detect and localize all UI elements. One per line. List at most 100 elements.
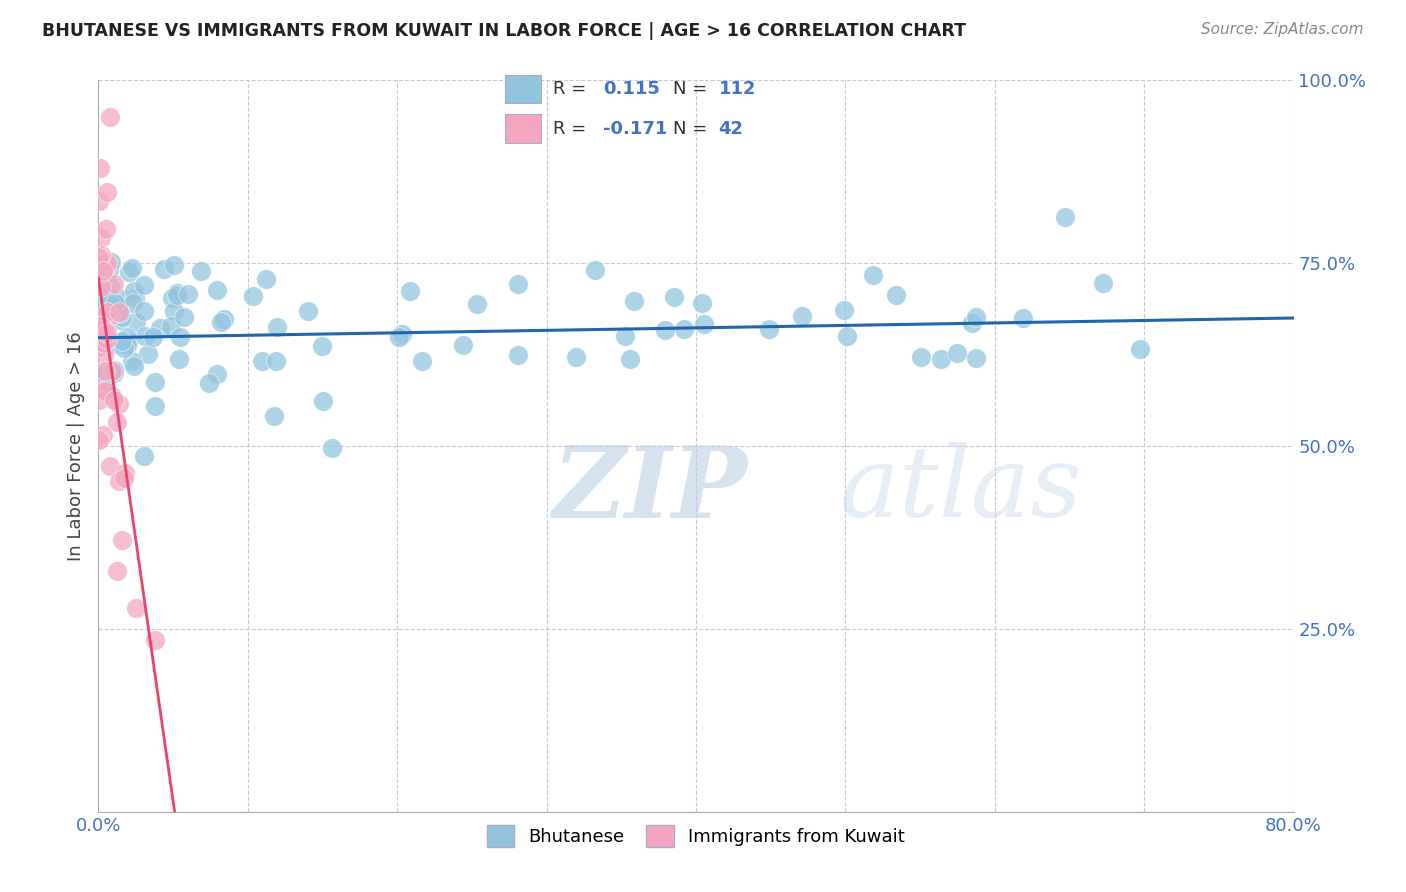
- Point: [965, 351, 987, 365]
- Point: [664, 290, 686, 304]
- Point: [117, 334, 139, 348]
- Point: [103, 362, 125, 376]
- Point: [163, 304, 186, 318]
- Point: [166, 288, 188, 302]
- Point: [98, 306, 121, 320]
- Point: [121, 354, 143, 368]
- Point: [89, 384, 111, 399]
- Text: ZIP: ZIP: [553, 442, 748, 538]
- Point: [98, 263, 121, 277]
- Point: [96, 332, 118, 346]
- Point: [105, 564, 128, 578]
- Text: atlas: atlas: [839, 442, 1083, 538]
- Point: [91, 368, 114, 383]
- Point: [177, 287, 200, 301]
- Point: [209, 315, 232, 329]
- Point: [1053, 210, 1076, 224]
- Point: [506, 348, 529, 362]
- Point: [93, 348, 115, 362]
- Point: [149, 320, 172, 334]
- Point: [94, 384, 117, 399]
- Point: [114, 467, 136, 481]
- Point: [254, 272, 277, 286]
- Point: [465, 297, 488, 311]
- Point: [117, 330, 139, 344]
- Point: [89, 161, 111, 176]
- Text: N =: N =: [673, 120, 707, 137]
- Point: [91, 367, 114, 381]
- Point: [100, 254, 122, 268]
- Point: [96, 285, 118, 299]
- Point: [90, 340, 112, 354]
- Point: [93, 428, 115, 442]
- Bar: [505, 75, 541, 103]
- Point: [91, 319, 114, 334]
- Point: [103, 367, 125, 381]
- Point: [792, 310, 814, 324]
- Point: [391, 326, 413, 341]
- Point: [138, 347, 160, 361]
- Text: 42: 42: [718, 120, 744, 137]
- Point: [97, 295, 120, 310]
- Bar: [505, 114, 541, 143]
- Point: [198, 376, 221, 391]
- Point: [89, 392, 111, 407]
- Point: [115, 337, 138, 351]
- Point: [388, 330, 411, 344]
- Point: [758, 322, 780, 336]
- Point: [125, 600, 148, 615]
- Point: [205, 283, 228, 297]
- Point: [89, 433, 111, 447]
- Point: [321, 441, 343, 455]
- Point: [98, 110, 121, 124]
- Point: [90, 230, 112, 244]
- Text: -0.171: -0.171: [603, 120, 668, 137]
- Point: [108, 475, 131, 489]
- Point: [90, 279, 112, 293]
- Point: [124, 291, 146, 305]
- Point: [453, 337, 475, 351]
- Point: [89, 194, 111, 208]
- Point: [143, 399, 166, 413]
- Point: [101, 389, 124, 403]
- Point: [112, 470, 135, 484]
- Point: [90, 248, 112, 262]
- Point: [398, 285, 420, 299]
- Point: [506, 277, 529, 291]
- Point: [89, 326, 111, 340]
- Point: [91, 333, 114, 347]
- Text: N =: N =: [673, 80, 707, 98]
- Text: R =: R =: [553, 80, 586, 98]
- Text: BHUTANESE VS IMMIGRANTS FROM KUWAIT IN LABOR FORCE | AGE > 16 CORRELATION CHART: BHUTANESE VS IMMIGRANTS FROM KUWAIT IN L…: [42, 22, 966, 40]
- Point: [91, 268, 114, 283]
- Point: [96, 305, 118, 319]
- Point: [835, 329, 858, 343]
- Point: [122, 296, 145, 310]
- Point: [89, 339, 111, 353]
- Point: [98, 303, 121, 318]
- Point: [94, 260, 117, 275]
- Point: [108, 397, 131, 411]
- Point: [565, 350, 588, 364]
- Point: [132, 449, 155, 463]
- Point: [100, 278, 122, 293]
- Point: [124, 284, 146, 298]
- Point: [690, 296, 713, 310]
- Point: [112, 341, 135, 355]
- Point: [93, 321, 115, 335]
- Point: [297, 303, 319, 318]
- Point: [97, 335, 120, 350]
- Point: [108, 313, 131, 327]
- Text: R =: R =: [553, 120, 586, 137]
- Point: [312, 394, 335, 409]
- Point: [105, 415, 128, 429]
- Point: [153, 261, 176, 276]
- Point: [862, 268, 884, 283]
- Point: [162, 258, 184, 272]
- Point: [89, 288, 111, 302]
- Point: [583, 263, 606, 277]
- Point: [89, 250, 111, 264]
- Y-axis label: In Labor Force | Age > 16: In Labor Force | Age > 16: [66, 331, 84, 561]
- Point: [673, 322, 696, 336]
- Point: [91, 299, 114, 313]
